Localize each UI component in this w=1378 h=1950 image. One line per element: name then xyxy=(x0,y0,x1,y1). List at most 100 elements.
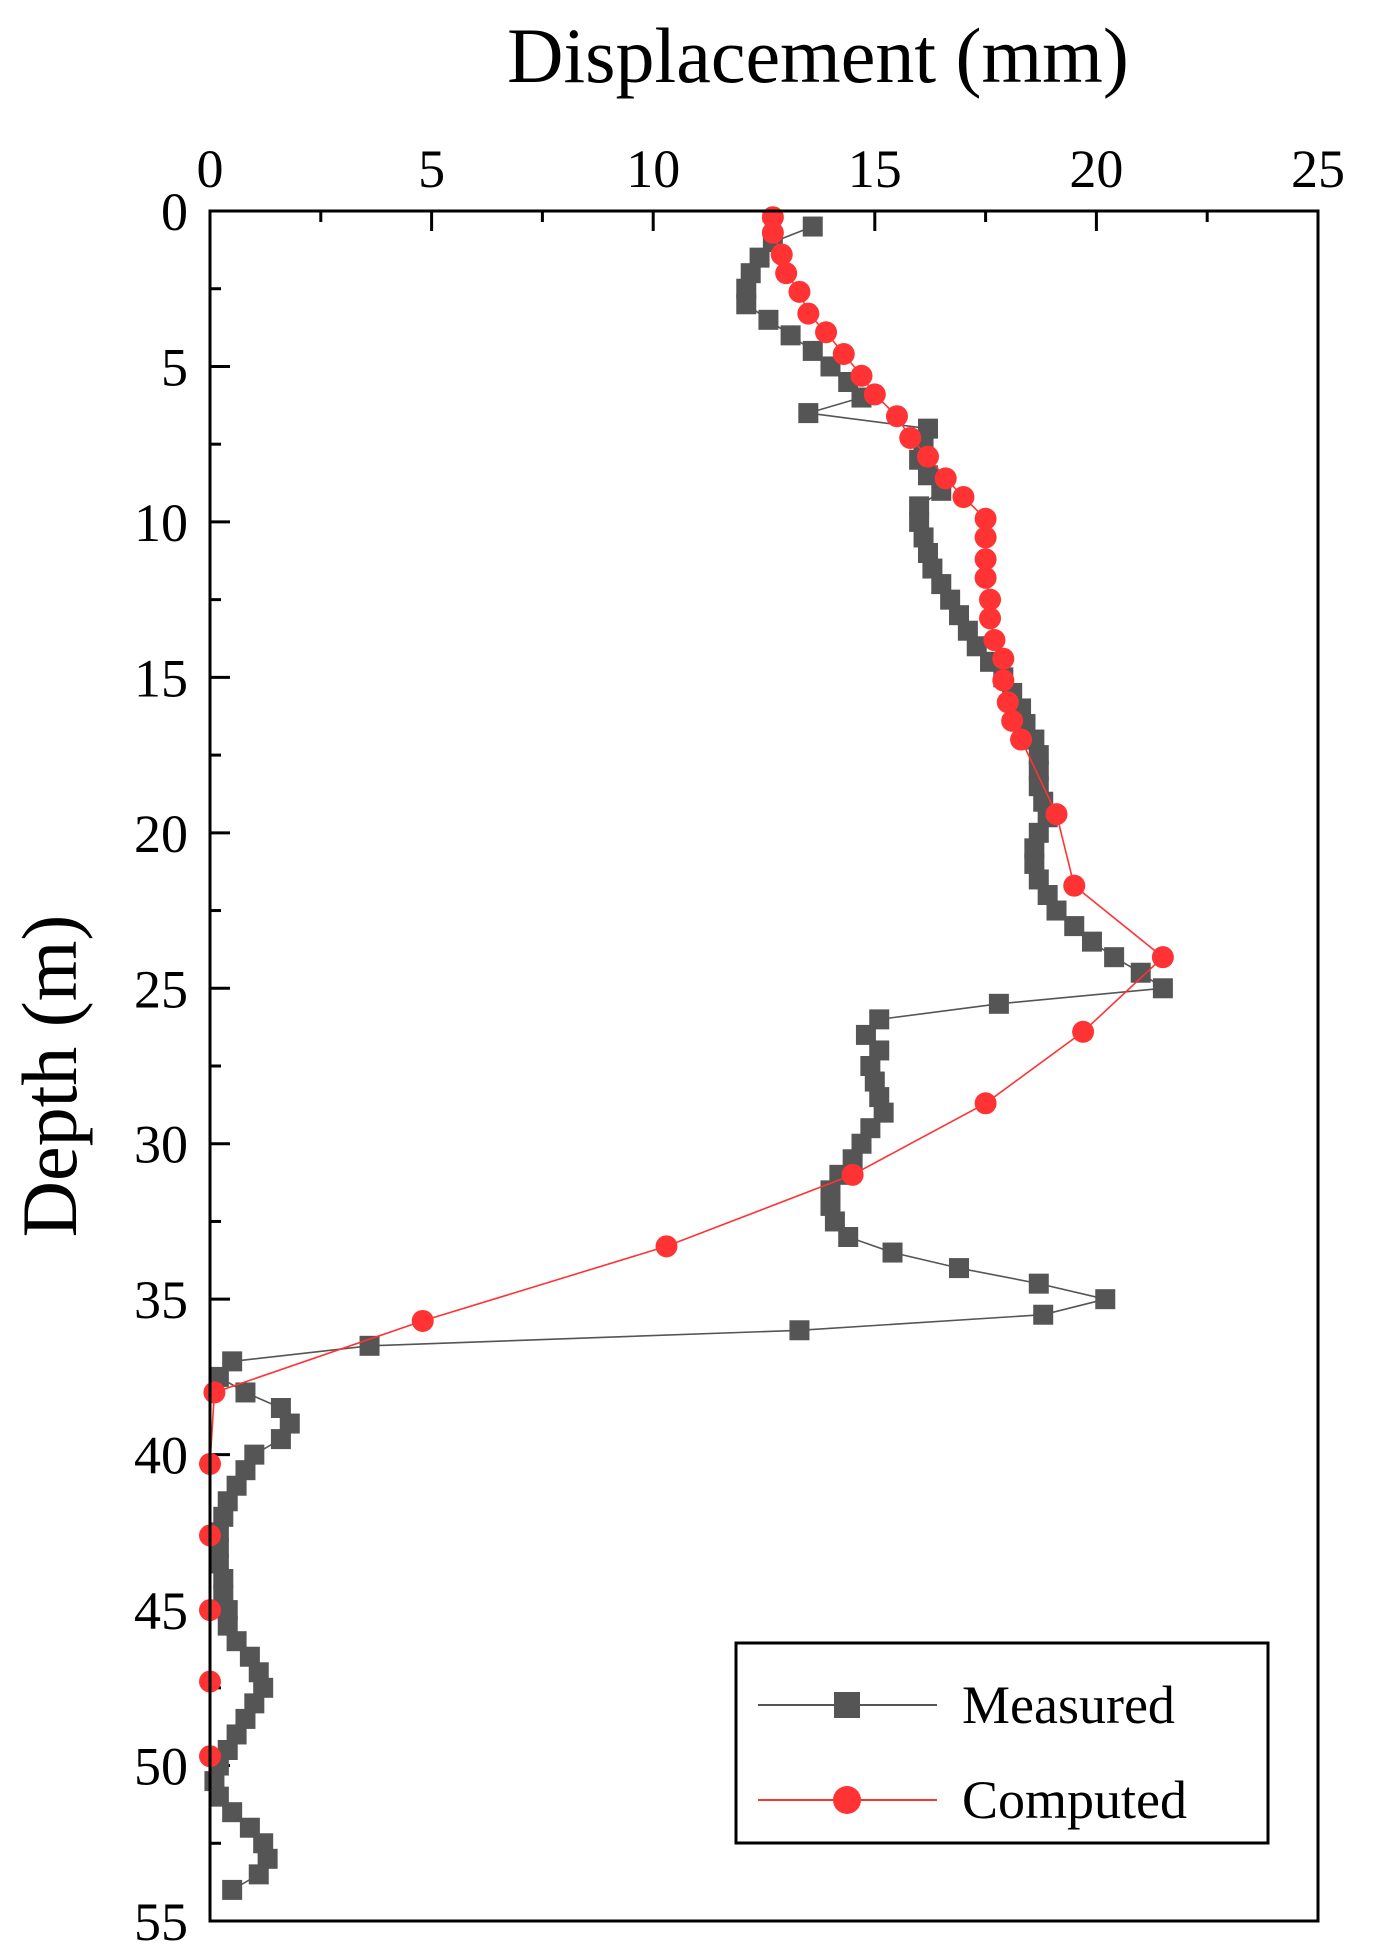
data-point-computed xyxy=(841,1163,864,1186)
legend: Measured Computed xyxy=(734,1641,1270,1845)
data-point-computed xyxy=(974,566,997,589)
legend-box xyxy=(734,1641,1270,1845)
data-point-computed xyxy=(996,691,1019,714)
data-point-measured xyxy=(239,1646,260,1667)
data-point-measured xyxy=(802,216,823,237)
data-point-measured xyxy=(222,1879,243,1900)
data-point-measured xyxy=(270,1398,291,1418)
data-point-measured xyxy=(749,247,770,268)
x-tick-label: 25 xyxy=(1291,139,1345,199)
data-point-measured xyxy=(855,1024,876,1045)
data-point-measured xyxy=(957,620,978,641)
data-point-measured xyxy=(226,1724,247,1745)
data-point-computed xyxy=(899,426,922,449)
data-point-measured xyxy=(208,1786,229,1807)
data-point-computed xyxy=(992,669,1015,692)
data-point-measured xyxy=(966,636,987,657)
data-point-measured xyxy=(248,1864,269,1885)
y-tick-label: 5 xyxy=(161,337,188,397)
y-tick-label: 15 xyxy=(134,648,188,708)
data-point-computed xyxy=(979,607,1002,630)
data-point-measured xyxy=(253,1677,274,1698)
data-point-measured xyxy=(1024,853,1045,874)
data-point-computed xyxy=(815,321,838,344)
x-tick-label: 0 xyxy=(197,139,224,199)
series-layer xyxy=(199,206,1174,1900)
data-point-measured xyxy=(226,1475,247,1496)
data-point-measured xyxy=(244,1444,265,1465)
data-point-measured xyxy=(235,1708,256,1729)
data-point-computed xyxy=(863,383,886,406)
legend-computed-marker xyxy=(833,1786,861,1814)
data-point-computed xyxy=(655,1235,678,1258)
x-tick-label: 5 xyxy=(418,139,445,199)
data-point-computed xyxy=(1045,803,1068,826)
data-point-measured xyxy=(917,418,938,439)
y-tick-label: 50 xyxy=(134,1737,188,1797)
data-point-computed xyxy=(1001,709,1024,732)
series-line-measured xyxy=(213,225,1166,1891)
data-point-measured xyxy=(851,1133,872,1154)
y-tick-label: 20 xyxy=(134,804,188,864)
y-tick-label: 55 xyxy=(134,1892,188,1950)
data-point-measured xyxy=(740,263,761,284)
data-point-measured xyxy=(270,1429,291,1450)
data-point-computed xyxy=(832,343,855,366)
data-point-measured xyxy=(253,1833,274,1854)
data-point-measured xyxy=(1081,931,1102,952)
data-point-measured xyxy=(217,1491,238,1512)
data-point-measured xyxy=(222,1802,243,1823)
data-point-measured xyxy=(1046,900,1067,921)
plot-area-frame xyxy=(208,209,1320,1923)
data-point-computed xyxy=(983,629,1006,652)
data-point-computed xyxy=(788,280,811,303)
data-point-computed xyxy=(1151,946,1174,969)
data-point-computed xyxy=(850,364,873,387)
y-tick-label: 40 xyxy=(134,1426,188,1486)
data-point-measured xyxy=(222,1351,243,1372)
data-point-measured xyxy=(864,1071,885,1092)
y-tick-label: 10 xyxy=(134,493,188,553)
data-point-measured xyxy=(940,589,961,610)
data-point-measured xyxy=(257,1848,278,1869)
data-point-measured xyxy=(860,1056,881,1076)
data-point-computed xyxy=(203,1381,226,1404)
data-point-measured xyxy=(736,294,757,315)
data-point-measured xyxy=(736,278,757,299)
data-point-measured xyxy=(213,1569,234,1589)
y-tick-label: 45 xyxy=(134,1581,188,1641)
data-point-computed xyxy=(934,467,957,490)
y-axis-title: Depth (m) xyxy=(6,915,93,1238)
data-point-measured xyxy=(949,1258,970,1279)
data-point-measured xyxy=(226,1631,247,1652)
x-tick-label: 15 xyxy=(848,139,902,199)
data-point-measured xyxy=(235,1382,256,1403)
data-point-measured xyxy=(213,1506,234,1527)
data-point-computed xyxy=(761,221,784,244)
y-tick-label: 30 xyxy=(134,1115,188,1175)
data-point-computed xyxy=(1063,874,1086,897)
data-point-computed xyxy=(974,526,997,549)
data-point-measured xyxy=(1064,916,1085,937)
y-tick-label: 35 xyxy=(134,1270,188,1330)
data-point-measured xyxy=(820,356,841,377)
data-point-computed xyxy=(411,1309,434,1332)
data-point-computed xyxy=(974,1092,997,1115)
data-point-measured xyxy=(860,1118,881,1139)
data-point-measured xyxy=(917,543,938,563)
data-point-measured xyxy=(922,558,943,579)
data-point-computed xyxy=(1010,728,1033,751)
legend-measured-marker xyxy=(834,1692,860,1718)
data-point-measured xyxy=(217,1600,238,1621)
series-line-computed xyxy=(209,217,1165,1757)
legend-computed-label: Computed xyxy=(962,1770,1187,1830)
data-point-measured xyxy=(869,1040,890,1061)
y-tick-label: 25 xyxy=(134,959,188,1019)
data-point-measured xyxy=(873,1102,894,1123)
data-point-measured xyxy=(869,1087,890,1108)
data-point-measured xyxy=(802,340,823,361)
y-tick-label: 0 xyxy=(161,182,188,242)
data-point-computed xyxy=(1072,1020,1095,1043)
data-point-measured xyxy=(1028,869,1049,890)
